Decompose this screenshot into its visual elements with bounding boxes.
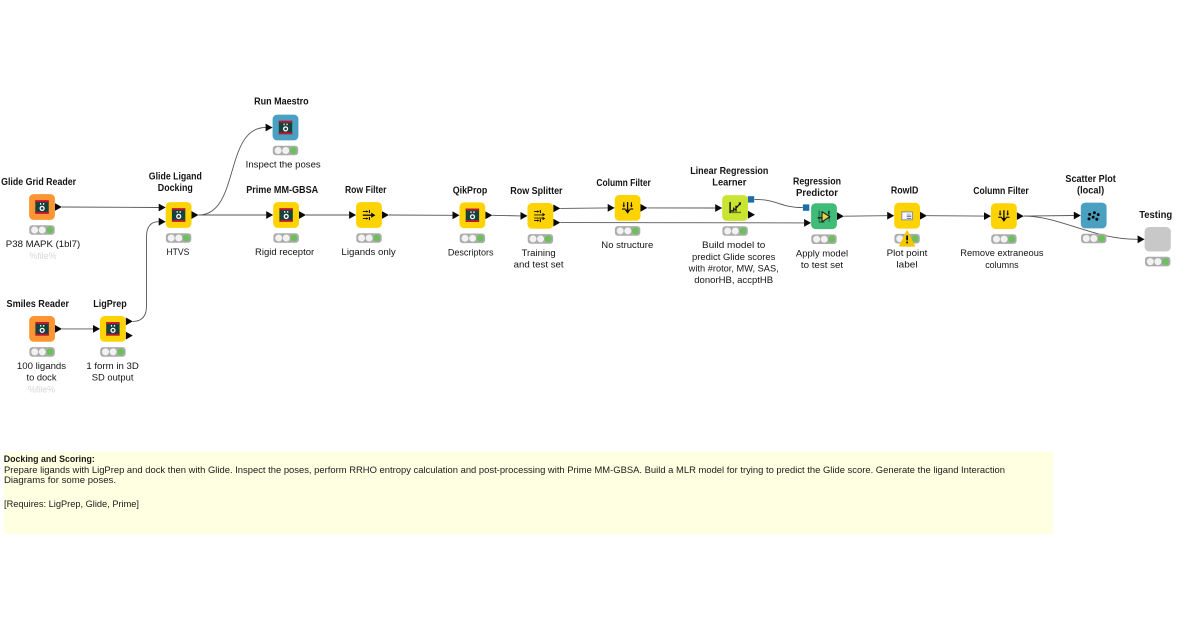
svg-text:Linear Regression: Linear Regression	[690, 166, 768, 177]
svg-text:Docking: Docking	[158, 183, 193, 194]
svg-text:Prepare ligands with LigPrep a: Prepare ligands with LigPrep and dock th…	[4, 465, 1005, 476]
svg-text:RowID: RowID	[891, 186, 919, 197]
svg-text:SD output: SD output	[92, 373, 134, 383]
svg-text:1 form in 3D: 1 form in 3D	[86, 361, 139, 371]
svg-text:Rigid receptor: Rigid receptor	[255, 247, 314, 257]
svg-text:Remove extraneous: Remove extraneous	[960, 248, 1044, 258]
svg-text:donorHB, accptHB: donorHB, accptHB	[694, 275, 773, 285]
svg-text:No structure: No structure	[601, 240, 653, 250]
svg-text:Docking and Scoring:: Docking and Scoring:	[4, 454, 95, 465]
svg-text:(local): (local)	[1077, 186, 1104, 197]
svg-text:100 ligands: 100 ligands	[17, 361, 67, 371]
svg-text:LigPrep: LigPrep	[93, 299, 127, 310]
svg-text:to dock: to dock	[27, 373, 58, 383]
svg-text:Testing: Testing	[1139, 210, 1172, 221]
svg-text:Scatter Plot: Scatter Plot	[1065, 174, 1116, 185]
svg-text:Apply model: Apply model	[796, 248, 848, 258]
svg-text:with #rotor, MW, SAS,: with #rotor, MW, SAS,	[688, 264, 779, 274]
svg-text:[Requires: LigPrep, Glide, Pri: [Requires: LigPrep, Glide, Prime]	[4, 499, 139, 510]
svg-text:Run Maestro: Run Maestro	[254, 97, 309, 108]
svg-text:%file%: %file%	[28, 384, 55, 394]
svg-text:Diagrams for some poses.: Diagrams for some poses.	[4, 475, 116, 486]
svg-text:Build model to: Build model to	[702, 240, 765, 250]
svg-text:P38 MAPK (1bl7): P38 MAPK (1bl7)	[6, 239, 80, 249]
svg-text:Ligands only: Ligands only	[341, 247, 396, 257]
svg-text:label: label	[896, 260, 917, 270]
svg-text:Smiles Reader: Smiles Reader	[7, 299, 70, 310]
svg-text:predict Glide scores: predict Glide scores	[692, 252, 776, 262]
svg-text:Regression: Regression	[793, 176, 841, 187]
svg-text:Glide Ligand: Glide Ligand	[149, 171, 202, 182]
svg-text:Training: Training	[522, 248, 556, 258]
svg-text:HTVS: HTVS	[166, 247, 189, 257]
svg-text:Column Filter: Column Filter	[973, 186, 1029, 197]
svg-text:QikProp: QikProp	[453, 185, 488, 196]
svg-text:Descriptors: Descriptors	[448, 247, 494, 257]
svg-text:Prime MM-GBSA: Prime MM-GBSA	[246, 185, 318, 196]
svg-text:Row Splitter: Row Splitter	[510, 186, 562, 197]
svg-text:and test set: and test set	[514, 260, 565, 270]
svg-text:to test set: to test set	[801, 260, 844, 270]
svg-text:Inspect the poses: Inspect the poses	[246, 160, 322, 170]
svg-text:Glide Grid Reader: Glide Grid Reader	[1, 177, 76, 188]
svg-text:Plot point: Plot point	[887, 248, 928, 258]
svg-text:%file%: %file%	[30, 251, 57, 261]
svg-text:Predictor: Predictor	[796, 188, 838, 199]
svg-text:Column Filter: Column Filter	[596, 178, 651, 189]
svg-text:Row Filter: Row Filter	[345, 185, 387, 196]
svg-text:columns: columns	[985, 260, 1019, 270]
svg-text:Learner: Learner	[712, 178, 746, 189]
